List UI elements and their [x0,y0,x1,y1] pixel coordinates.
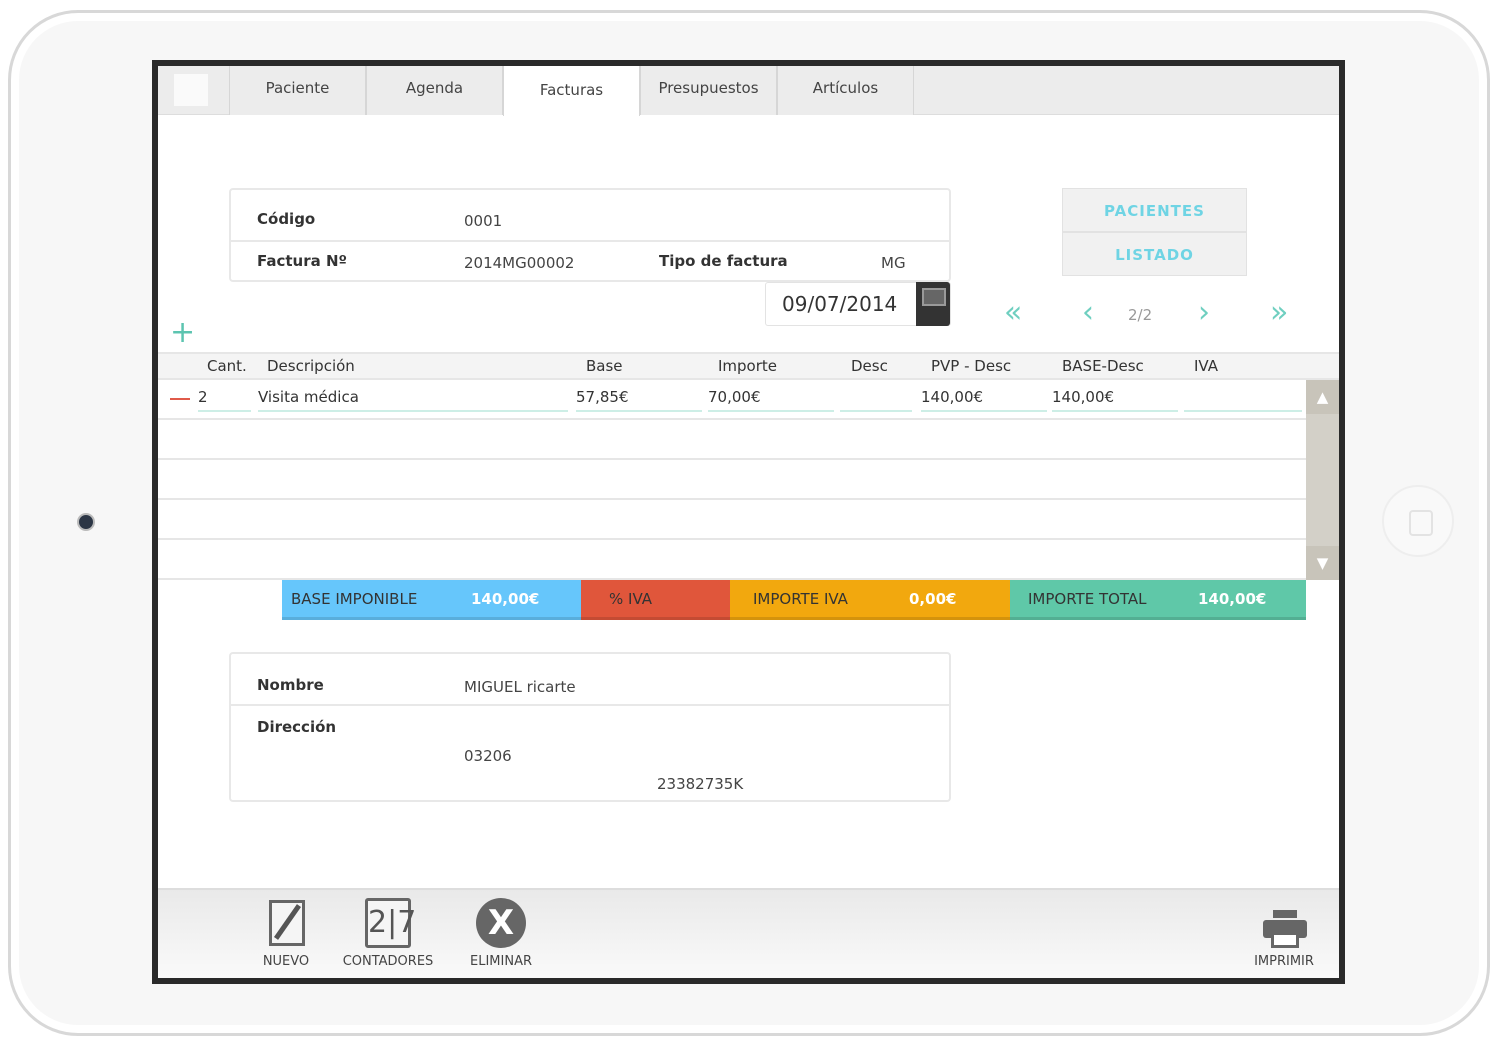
eliminar-label: ELIMINAR [470,954,532,969]
col-base: Base [586,357,623,375]
imprimir-label: IMPRIMIR [1254,954,1314,969]
col-descripcion: Descripción [267,357,355,375]
cell-base-desc[interactable]: 140,00€ [1052,388,1178,412]
table-row-empty [158,500,1306,540]
tab-articulos[interactable]: Artículos [777,66,914,115]
importe-iva-box: IMPORTE IVA 0,00€ [730,580,1010,620]
col-desc: Desc [851,357,888,375]
printer-icon [1261,898,1307,948]
screen: Paciente Agenda Facturas Presupuestos Ar… [152,60,1345,984]
camera [77,513,95,531]
table-row-empty [158,420,1306,460]
scroll-down-icon[interactable]: ▼ [1306,546,1339,580]
importe-iva-label: IMPORTE IVA [753,590,848,608]
prev-page-icon[interactable]: ‹ [1082,295,1094,330]
cell-desc[interactable] [840,388,912,412]
cell-base[interactable]: 57,85€ [576,388,702,412]
next-page-icon[interactable]: › [1198,295,1210,330]
tipo-value[interactable]: MG [881,254,906,272]
cell-importe[interactable]: 70,00€ [708,388,834,412]
importe-total-value: 140,00€ [1198,590,1267,608]
importe-total-label: IMPORTE TOTAL [1028,590,1147,608]
cp-value[interactable]: 03206 [464,747,512,765]
iva-pct-box: % IVA [581,580,730,620]
date-field[interactable]: 09/07/2014 [765,282,951,326]
tab-bar: Paciente Agenda Facturas Presupuestos Ar… [158,66,1339,116]
table-scrollbar[interactable]: ▲ ▼ [1306,380,1339,580]
app-logo [174,74,208,106]
page-indicator: 2/2 [1128,306,1153,324]
listado-button[interactable]: LISTADO [1062,232,1247,276]
calendar-icon[interactable] [916,282,950,326]
home-button[interactable] [1382,485,1454,557]
last-page-icon[interactable]: » [1270,295,1289,330]
tab-paciente[interactable]: Paciente [229,66,366,115]
factura-value[interactable]: 2014MG00002 [464,254,575,272]
table-row-empty [158,460,1306,500]
first-page-icon[interactable]: « [1004,295,1023,330]
table-row: 2 Visita médica 57,85€ 70,00€ 140,00€ 14… [158,380,1306,420]
direccion-label: Dirección [257,718,337,736]
importe-iva-value: 0,00€ [909,590,957,608]
col-cant: Cant. [207,357,247,375]
tab-presupuestos[interactable]: Presupuestos [640,66,777,115]
nombre-value[interactable]: MIGUEL ricarte [464,678,576,696]
importe-total-box: IMPORTE TOTAL 140,00€ [1010,580,1306,620]
invoice-card: Código 0001 Factura Nº 2014MG00002 Tipo … [229,188,951,282]
tab-facturas[interactable]: Facturas [503,66,640,116]
cell-cant[interactable]: 2 [198,388,251,412]
codigo-value[interactable]: 0001 [464,212,503,230]
divider [231,240,949,242]
eliminar-button[interactable]: X ELIMINAR [463,898,539,969]
divider [231,704,949,706]
table-row-empty [158,540,1306,580]
col-base-desc: BASE-Desc [1062,357,1144,375]
base-imponible-label: BASE IMPONIBLE [291,590,418,608]
contadores-button[interactable]: 2|7 CONTADORES [338,898,438,969]
edit-icon [263,898,309,948]
nuevo-label: NUEVO [262,954,310,969]
table-header: Cant. Descripción Base Importe Desc PVP … [158,352,1339,380]
counter-icon: 2|7 [365,898,416,948]
nif-value[interactable]: 23382735K [657,775,744,793]
nombre-label: Nombre [257,676,324,694]
pacientes-button[interactable]: PACIENTES [1062,188,1247,232]
scroll-up-icon[interactable]: ▲ [1306,380,1339,414]
tab-agenda[interactable]: Agenda [366,66,503,115]
iva-pct-label: % IVA [609,590,653,608]
bottom-toolbar: NUEVO 2|7 CONTADORES X ELIMINAR IMPRIMIR [158,888,1339,978]
nuevo-button[interactable]: NUEVO [258,898,314,969]
factura-label: Factura Nº [257,252,347,270]
contadores-label: CONTADORES [342,954,434,969]
date-value: 09/07/2014 [782,292,898,316]
base-imponible-box: BASE IMPONIBLE 140,00€ [282,580,581,620]
col-importe: Importe [718,357,778,375]
delete-x-icon: X [476,898,526,948]
cell-pvp-desc[interactable]: 140,00€ [921,388,1047,412]
codigo-label: Código [257,210,316,228]
remove-line-icon[interactable] [170,398,190,400]
col-pvp-desc: PVP - Desc [931,357,1012,375]
client-card: Nombre MIGUEL ricarte Dirección 03206 23… [229,652,951,802]
base-imponible-value: 140,00€ [471,590,540,608]
tipo-label: Tipo de factura [659,252,788,270]
add-line-icon[interactable]: + [170,315,196,350]
cell-descripcion[interactable]: Visita médica [258,388,568,412]
cell-iva[interactable] [1184,388,1302,412]
col-iva: IVA [1194,357,1218,375]
imprimir-button[interactable]: IMPRIMIR [1244,898,1324,969]
